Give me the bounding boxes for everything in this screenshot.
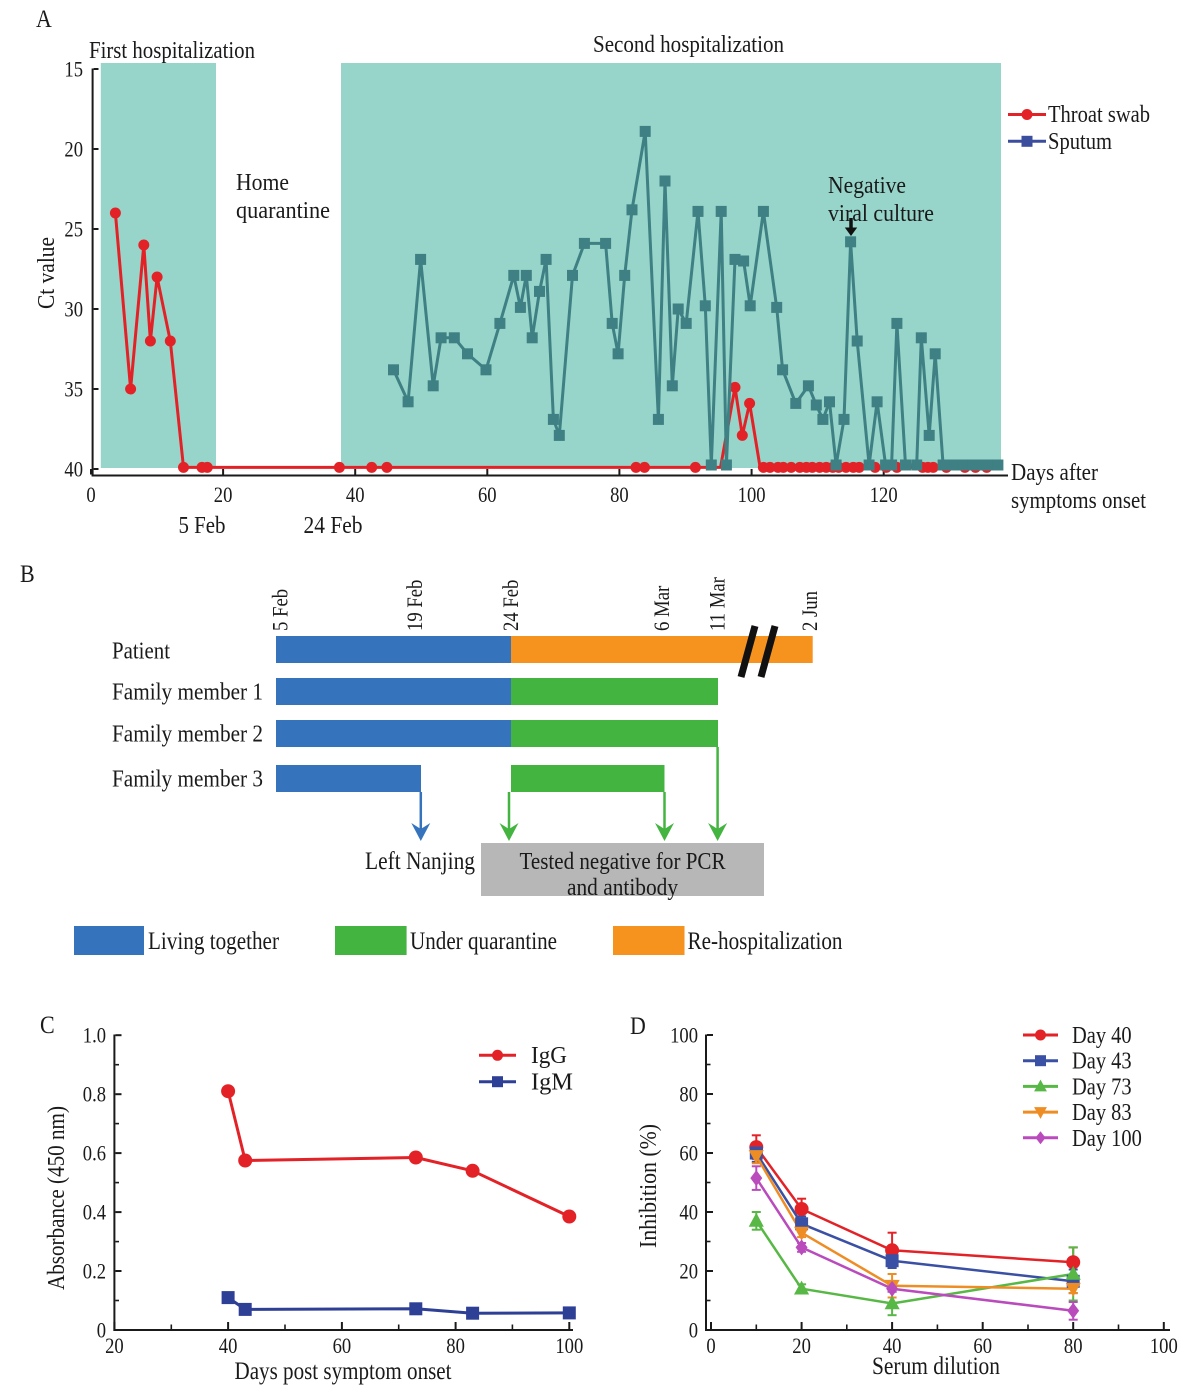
svg-text:40: 40: [219, 1333, 238, 1358]
svg-text:40: 40: [679, 1200, 698, 1225]
svg-text:viral culture: viral culture: [828, 201, 934, 227]
svg-text:40: 40: [346, 482, 365, 507]
svg-text:2 Jun: 2 Jun: [797, 591, 822, 631]
svg-text:Family member 3: Family member 3: [112, 767, 263, 793]
svg-text:Home: Home: [236, 170, 289, 196]
svg-text:Serum dilution: Serum dilution: [872, 1353, 1000, 1380]
svg-text:20: 20: [679, 1259, 698, 1284]
svg-text:Inhibition (%): Inhibition (%): [636, 1124, 662, 1248]
svg-text:Day 83: Day 83: [1072, 1100, 1132, 1126]
svg-text:D: D: [630, 1013, 646, 1040]
svg-text:symptoms onset: symptoms onset: [1011, 488, 1146, 514]
svg-text:20: 20: [214, 482, 233, 507]
svg-text:20: 20: [792, 1333, 811, 1358]
svg-text:Days after: Days after: [1011, 460, 1098, 486]
svg-text:Family member 2: Family member 2: [112, 722, 263, 748]
svg-text:0.4: 0.4: [83, 1200, 106, 1225]
svg-text:Re-hospitalization: Re-hospitalization: [688, 928, 843, 955]
svg-text:6 Mar: 6 Mar: [649, 585, 674, 631]
svg-text:24 Feb: 24 Feb: [498, 580, 523, 631]
svg-text:80: 80: [610, 482, 629, 507]
svg-text:1.0: 1.0: [83, 1023, 106, 1048]
svg-text:Tested negative for PCR: Tested negative for PCR: [520, 849, 726, 875]
svg-text:0: 0: [689, 1318, 698, 1343]
svg-text:11 Mar: 11 Mar: [705, 577, 730, 631]
svg-text:19 Feb: 19 Feb: [402, 580, 427, 631]
svg-text:Living together: Living together: [148, 928, 280, 955]
svg-text:Negative: Negative: [828, 173, 906, 199]
svg-text:100: 100: [1150, 1333, 1178, 1358]
svg-text:80: 80: [446, 1333, 465, 1358]
svg-text:5 Feb: 5 Feb: [179, 513, 226, 539]
svg-text:80: 80: [679, 1082, 698, 1107]
svg-text:Day 73: Day 73: [1072, 1074, 1132, 1100]
svg-text:100: 100: [670, 1023, 698, 1048]
svg-text:Throat swab: Throat swab: [1048, 102, 1150, 128]
svg-text:5 Feb: 5 Feb: [268, 589, 293, 631]
svg-text:A: A: [36, 6, 52, 33]
svg-text:24 Feb: 24 Feb: [304, 513, 363, 539]
svg-text:0: 0: [86, 482, 95, 507]
svg-text:40: 40: [64, 457, 83, 482]
svg-text:Sputum: Sputum: [1048, 129, 1112, 155]
svg-text:Patient: Patient: [112, 639, 170, 665]
svg-text:Second hospitalization: Second hospitalization: [593, 32, 784, 58]
svg-text:Absorbance (450 nm): Absorbance (450 nm): [44, 1106, 70, 1290]
svg-text:60: 60: [333, 1333, 352, 1358]
svg-text:Days post symptom onset: Days post symptom onset: [235, 1358, 452, 1385]
svg-text:20: 20: [105, 1333, 124, 1358]
svg-text:First hospitalization: First hospitalization: [89, 38, 255, 64]
svg-text:Day 43: Day 43: [1072, 1049, 1132, 1075]
svg-text:Day 40: Day 40: [1072, 1023, 1132, 1049]
svg-text:100: 100: [738, 482, 766, 507]
svg-text:20: 20: [64, 137, 83, 162]
svg-text:Ct value: Ct value: [34, 237, 60, 309]
svg-text:Family member 1: Family member 1: [112, 680, 263, 706]
svg-text:30: 30: [64, 297, 83, 322]
svg-text:and antibody: and antibody: [567, 875, 678, 901]
svg-text:120: 120: [870, 482, 898, 507]
svg-text:Under quarantine: Under quarantine: [410, 928, 557, 955]
svg-text:IgM: IgM: [531, 1070, 573, 1096]
svg-text:60: 60: [478, 482, 497, 507]
svg-text:60: 60: [679, 1141, 698, 1166]
svg-text:C: C: [40, 1012, 55, 1039]
svg-text:25: 25: [64, 217, 83, 242]
svg-text:0.8: 0.8: [83, 1082, 106, 1107]
svg-text:0.2: 0.2: [83, 1259, 106, 1284]
svg-text:60: 60: [973, 1333, 992, 1358]
svg-text:15: 15: [64, 57, 83, 82]
svg-text:quarantine: quarantine: [236, 198, 330, 224]
svg-text:0.6: 0.6: [83, 1141, 106, 1166]
svg-text:Day 100: Day 100: [1072, 1126, 1142, 1152]
svg-text:100: 100: [555, 1333, 583, 1358]
svg-text:80: 80: [1064, 1333, 1083, 1358]
svg-text:35: 35: [64, 377, 83, 402]
svg-text:40: 40: [883, 1333, 902, 1358]
svg-text:0: 0: [97, 1318, 106, 1343]
svg-text:0: 0: [706, 1333, 715, 1358]
svg-text:B: B: [20, 561, 35, 588]
svg-text:IgG: IgG: [531, 1043, 567, 1069]
svg-text:Left Nanjing: Left Nanjing: [365, 848, 475, 875]
